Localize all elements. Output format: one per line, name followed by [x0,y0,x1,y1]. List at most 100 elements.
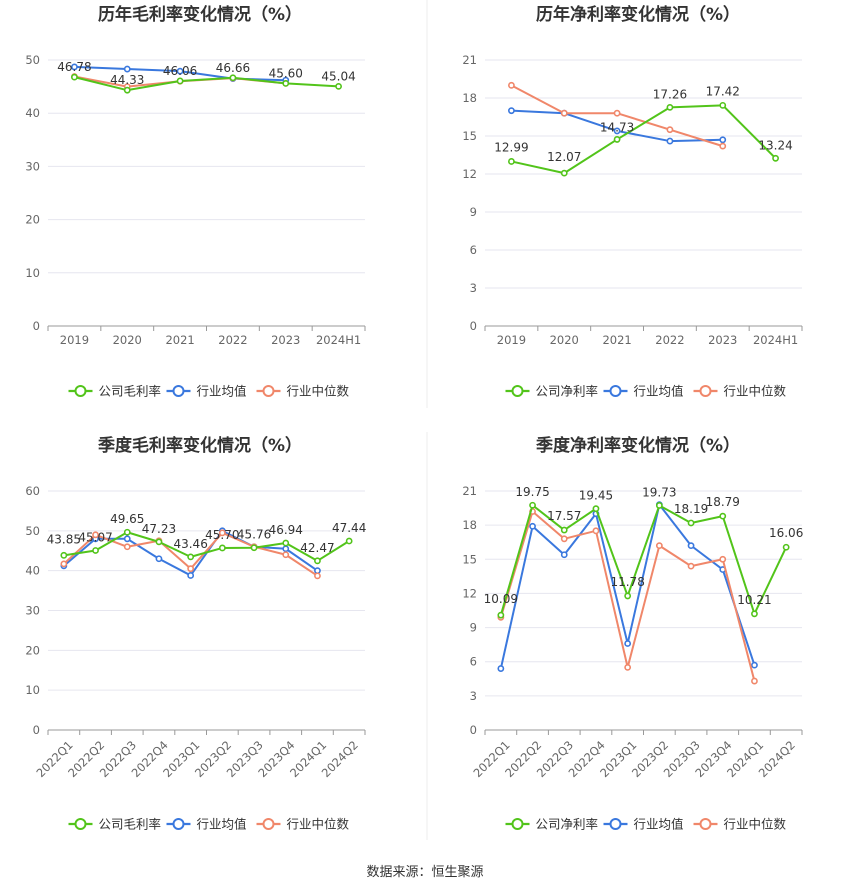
data-point-company[interactable] [229,74,237,82]
data-point-avg[interactable] [719,136,727,144]
y-tick-label: 12 [462,167,477,181]
data-point-company[interactable] [60,551,68,559]
data-point-company[interactable] [772,154,779,162]
data-point-avg[interactable] [666,137,674,145]
data-point-median[interactable] [282,551,290,559]
data-point-company[interactable] [335,82,342,90]
data-point-company[interactable] [560,526,568,534]
data-point-avg[interactable] [508,107,515,115]
series-line-company [63,531,350,562]
data-point-median[interactable] [719,142,727,150]
legend-marker [172,385,185,397]
data-point-avg[interactable] [497,665,505,672]
chart-1: 历年毛利率变化情况（%） 0 10 20 30 40 50 2019 2020 2021 2022 2… [25,4,366,399]
legend-item-avg[interactable]: 行业均值 [166,384,247,399]
data-point-company[interactable] [624,592,632,600]
data-point-company[interactable] [613,136,621,143]
data-point-company[interactable] [187,553,195,561]
data-point-company[interactable] [782,543,790,551]
data-point-company[interactable] [123,86,131,94]
data-point-company[interactable] [497,611,505,619]
data-point-company[interactable] [345,537,353,545]
data-label: 17.42 [706,84,740,98]
data-point-median[interactable] [655,542,663,550]
data-point-avg[interactable] [155,555,163,563]
data-point-avg[interactable] [282,545,290,553]
data-label: 45.07 [78,530,112,544]
data-label: 47.44 [332,521,366,535]
legend-item-median[interactable]: 行业中位数 [256,817,350,832]
y-tick-label: 30 [25,604,40,618]
data-point-median[interactable] [751,677,758,685]
data-point-median[interactable] [592,527,600,535]
data-point-avg[interactable] [560,551,568,559]
data-point-median[interactable] [613,109,621,117]
legend-label: 行业中位数 [724,817,787,832]
legend-item-avg[interactable]: 行业均值 [603,817,684,832]
data-point-company[interactable] [250,544,258,552]
data-point-company[interactable] [123,528,131,536]
data-point-median[interactable] [719,555,727,563]
x-tick-label: 2024H1 [753,333,798,347]
data-point-company[interactable] [655,502,663,509]
data-point-company[interactable] [529,501,536,509]
data-label: 17.57 [547,509,581,523]
data-point-median[interactable] [314,572,321,580]
y-tick-label: 9 [470,205,477,219]
legend-marker [262,818,275,830]
legend-item-avg[interactable]: 行业均值 [603,384,684,399]
legend-item-median[interactable]: 行业中位数 [256,384,350,399]
data-point-company[interactable] [666,103,674,111]
data-point-company[interactable] [719,512,727,520]
legend-item-company[interactable]: 公司净利率 [505,384,599,399]
legend-item-median[interactable]: 行业中位数 [693,817,787,832]
data-point-company[interactable] [71,73,78,81]
data-point-avg[interactable] [176,67,184,75]
data-point-company[interactable] [282,539,290,547]
data-point-company[interactable] [282,80,290,87]
data-point-company[interactable] [314,557,321,565]
data-point-median[interactable] [624,664,632,671]
y-tick-label: 40 [25,564,40,578]
data-point-avg[interactable] [624,640,632,647]
data-point-avg[interactable] [123,535,131,543]
legend-item-company[interactable]: 公司净利率 [505,817,599,832]
data-point-median[interactable] [92,531,99,539]
legend-item-median[interactable]: 行业中位数 [693,384,787,399]
data-point-median[interactable] [560,109,568,117]
data-point-avg[interactable] [71,63,78,71]
y-tick-label: 10 [25,266,40,280]
data-point-company[interactable] [92,547,99,554]
data-point-avg[interactable] [613,127,621,135]
y-tick-label: 0 [470,319,477,333]
data-point-median[interactable] [508,81,515,89]
legend-item-avg[interactable]: 行业均值 [166,817,247,832]
data-point-median[interactable] [560,535,568,543]
data-point-avg[interactable] [687,542,695,550]
y-tick-label: 20 [25,213,40,227]
data-point-company[interactable] [218,544,226,552]
data-point-company[interactable] [508,158,515,165]
data-point-company[interactable] [719,101,727,109]
data-point-company[interactable] [592,505,600,513]
data-point-avg[interactable] [529,522,536,530]
data-point-median[interactable] [187,565,195,573]
legend-item-company[interactable]: 公司毛利率 [68,817,162,832]
data-point-company[interactable] [176,77,184,85]
y-tick-label: 40 [25,106,40,120]
data-point-median[interactable] [218,529,226,537]
data-point-company[interactable] [155,538,163,546]
data-point-median[interactable] [60,560,68,568]
legend-item-company[interactable]: 公司毛利率 [68,384,162,399]
data-point-company[interactable] [751,610,758,618]
legend-marker [262,385,275,397]
data-point-avg[interactable] [751,661,758,669]
data-point-median[interactable] [666,126,674,134]
data-point-median[interactable] [123,543,131,551]
data-point-avg[interactable] [187,572,195,579]
data-point-avg[interactable] [123,65,131,73]
data-point-median[interactable] [687,562,695,570]
legend-label: 行业均值 [197,817,247,832]
data-point-company[interactable] [687,519,695,527]
data-point-company[interactable] [560,169,568,177]
